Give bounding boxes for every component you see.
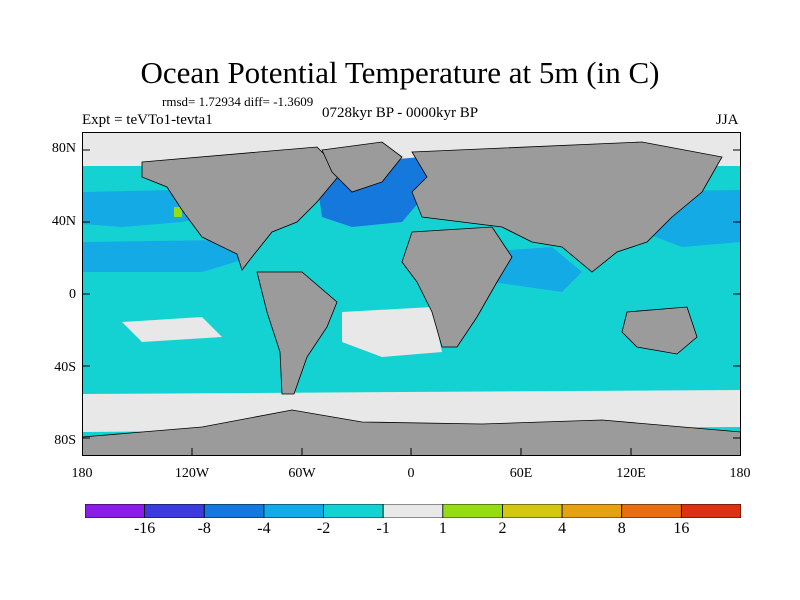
- map-title: Ocean Potential Temperature at 5m (in C): [140, 55, 660, 90]
- season-label: JJA: [716, 112, 739, 128]
- australia: [621, 306, 698, 355]
- colorbar-label-2: -4: [257, 520, 271, 537]
- colorbar: [85, 504, 741, 518]
- colorbar-swatch-3: [263, 504, 324, 518]
- y-tick-80S: 80S: [54, 433, 76, 448]
- x-tick-60w: 60W: [288, 466, 316, 481]
- x-tick-180w: 180: [71, 466, 93, 481]
- x-tick-marks: [191, 448, 632, 456]
- colorbar-label-1: -8: [197, 520, 211, 537]
- anomaly-map: [82, 132, 741, 456]
- y-tick-40S: 40S: [54, 360, 76, 375]
- colorbar-label-9: 16: [673, 520, 690, 537]
- africa: [401, 226, 513, 348]
- stats-text: rmsd= 1.72934 diff= -1.3609: [162, 94, 314, 109]
- experiment-label: Expt = teVTo1-tevta1: [82, 112, 213, 128]
- colorbar-swatch-5: [382, 504, 444, 518]
- x-tick-60e: 60E: [509, 466, 533, 481]
- colorbar-label-5: 1: [438, 520, 447, 537]
- x-tick-120e: 120E: [616, 466, 646, 481]
- period-label: 0728kyr BP - 0000kyr BP: [322, 105, 479, 121]
- colorbar-swatch-1: [144, 504, 205, 518]
- x-tick-180e: 180: [729, 466, 751, 481]
- colorbar-label-8: 8: [617, 520, 626, 537]
- colorbar-swatch-8: [561, 504, 623, 518]
- colorbar-swatch-4: [323, 504, 384, 518]
- south-america: [256, 271, 338, 395]
- y-tick-80N: 80N: [51, 141, 76, 156]
- east-pacific-cool: [82, 240, 252, 272]
- colorbar-label-0: -16: [133, 520, 156, 537]
- south-pacific-neutral: [122, 317, 222, 342]
- greenland: [321, 141, 403, 193]
- antarctica: [82, 409, 741, 456]
- colorbar-swatch-6: [442, 504, 503, 518]
- colorbar-swatch-0: [85, 504, 146, 518]
- x-tick-0: 0: [407, 466, 415, 481]
- colorbar-label-3: -2: [316, 520, 331, 537]
- y-tick-0: 0: [69, 287, 76, 302]
- eurasia: [411, 141, 723, 273]
- south-atlantic-neutral: [342, 307, 442, 357]
- warm-anomaly-spot: [174, 207, 182, 217]
- colorbar-label-7: 4: [558, 520, 567, 537]
- colorbar-swatch-10: [680, 504, 741, 518]
- colorbar-swatch-2: [203, 504, 265, 518]
- colorbar-label-4: -1: [376, 520, 390, 537]
- colorbar-swatch-7: [502, 504, 563, 518]
- colorbar-label-6: 2: [498, 520, 507, 537]
- y-tick-40N: 40N: [51, 214, 76, 229]
- colorbar-swatch-9: [621, 504, 682, 518]
- y-tick-marks: [82, 149, 741, 439]
- x-tick-120w: 120W: [174, 466, 210, 481]
